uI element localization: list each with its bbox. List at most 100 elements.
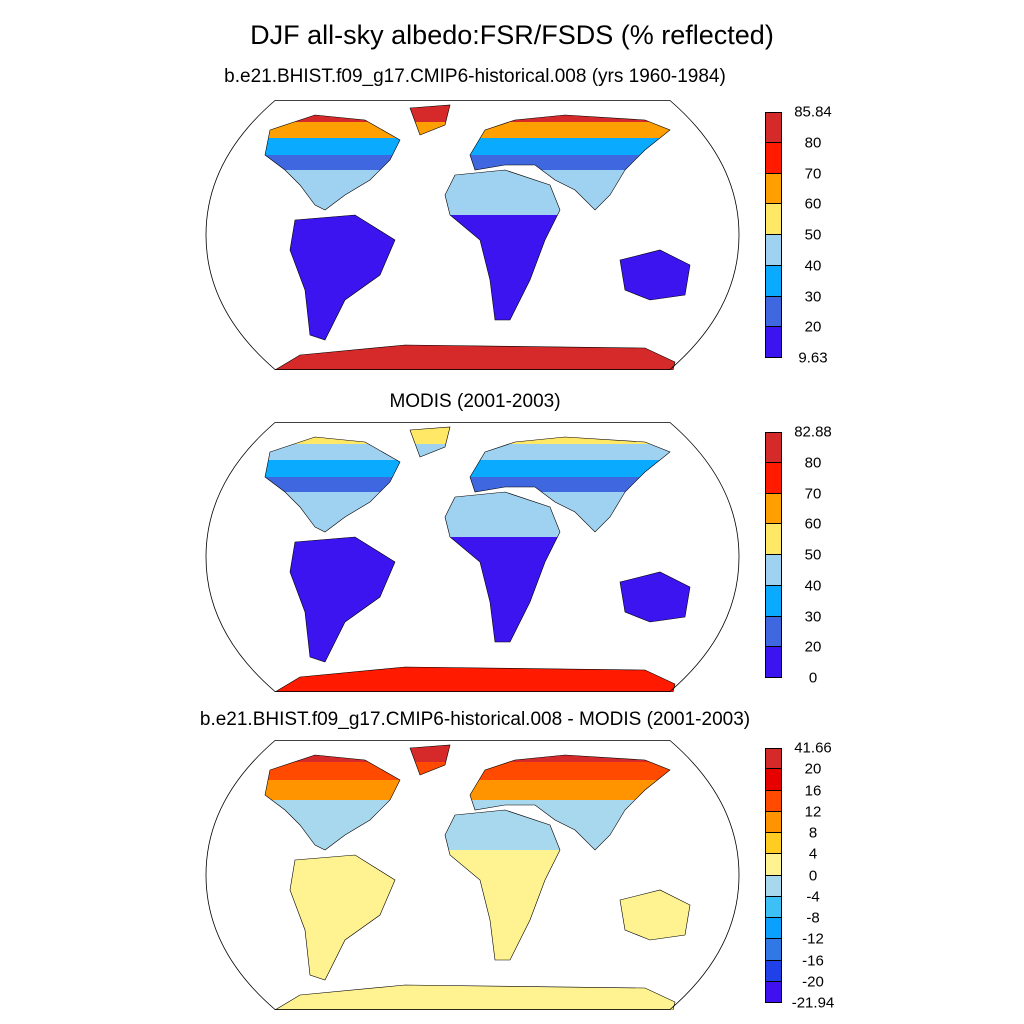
colorbar-1 [765, 112, 782, 358]
coastline-greenland [409, 426, 451, 458]
coastline-south-america [289, 854, 396, 981]
value-band [265, 780, 690, 800]
colorbar-bin [765, 524, 782, 555]
colorbar-bin [765, 811, 782, 833]
colorbar-bin [765, 112, 782, 143]
colorbar-label: 30 [804, 288, 822, 305]
colorbar-label: 20 [804, 760, 822, 778]
colorbar-label: 82.88 [794, 423, 832, 441]
colorbar-bin [765, 265, 782, 297]
colorbar-label: 4 [808, 845, 818, 863]
figure-title: DJF all-sky albedo:FSR/FSDS (% reflected… [250, 20, 774, 50]
map-boundary [205, 100, 740, 370]
colorbar-label: 9.63 [798, 349, 828, 367]
colorbar-bin [765, 960, 782, 982]
colorbar-label: 70 [804, 485, 822, 502]
map-panel-3 [205, 740, 740, 1010]
colorbar-label: 30 [804, 608, 822, 625]
colorbar-label: -8 [806, 909, 820, 927]
colorbar-bin [765, 918, 782, 940]
colorbar-bin [765, 585, 782, 617]
value-band [265, 492, 690, 537]
coastline-south-america [289, 214, 396, 341]
colorbar-label: 12 [804, 803, 822, 821]
value-band [265, 460, 690, 477]
colorbar-bin [765, 235, 782, 266]
colorbar-bin [765, 173, 782, 205]
colorbar-bin [765, 854, 782, 876]
colorbar-bin [765, 493, 782, 525]
colorbar-label: 60 [804, 195, 822, 213]
colorbar-bin [765, 432, 782, 463]
colorbar-bin [765, 204, 782, 235]
coastline-south-america [289, 536, 396, 663]
colorbar-label: 20 [804, 638, 822, 656]
colorbar-2 [765, 432, 782, 678]
colorbar-label: -12 [802, 930, 824, 948]
coastline-eurasia [469, 114, 671, 211]
value-band [265, 745, 690, 762]
colorbar-bin [765, 833, 782, 855]
colorbar-3 [765, 748, 782, 1003]
colorbar-label: 60 [804, 515, 822, 533]
value-band [265, 800, 690, 850]
colorbar-bin [765, 875, 782, 897]
colorbar-label: 0 [808, 867, 818, 884]
colorbar-bin [765, 939, 782, 961]
colorbar-label: -16 [802, 952, 824, 969]
coastline-australia [619, 571, 691, 623]
map-panel-2 [205, 422, 740, 692]
colorbar-label: 80 [804, 134, 822, 152]
coastline-eurasia [469, 754, 671, 851]
panel-2-title: MODIS (2001-2003) [389, 391, 561, 412]
colorbar-label: 20 [804, 318, 822, 336]
value-band [265, 427, 690, 444]
coastline-antarctica [274, 344, 676, 370]
colorbar-label: 16 [804, 782, 822, 799]
colorbar-label: 0 [808, 669, 818, 687]
colorbar-label: 50 [804, 226, 822, 244]
colorbar-bin [765, 296, 782, 328]
colorbar-bin [765, 981, 782, 1003]
colorbar-bin [765, 616, 782, 648]
colorbar-bin [765, 647, 782, 678]
value-band [265, 444, 690, 460]
coastline-africa [444, 169, 561, 321]
colorbar-label: 70 [804, 165, 822, 182]
colorbar-label: -20 [802, 973, 824, 991]
colorbar-label: -21.94 [791, 994, 835, 1012]
colorbar-label: 8 [808, 824, 818, 842]
colorbar-label: 40 [804, 577, 822, 595]
value-band [265, 105, 690, 122]
colorbar-label: 80 [804, 454, 822, 472]
panel-3-title: b.e21.BHIST.f09_g17.CMIP6-historical.008… [199, 709, 751, 730]
colorbar-label: 85.84 [794, 103, 832, 121]
colorbar-bin [765, 769, 782, 791]
colorbar-label: 41.66 [794, 739, 832, 757]
map-panel-1 [205, 100, 740, 370]
colorbar-bin [765, 142, 782, 174]
colorbar-label: 50 [804, 546, 822, 564]
panel-1-title: b.e21.BHIST.f09_g17.CMIP6-historical.008… [224, 66, 726, 87]
coastline-australia [619, 249, 691, 301]
value-band [265, 477, 690, 492]
value-band [265, 138, 690, 155]
coastline-africa [444, 491, 561, 643]
colorbar-bin [765, 462, 782, 494]
colorbar-bin [765, 748, 782, 770]
coastline-north-america [264, 754, 401, 851]
value-band [265, 170, 690, 215]
colorbar-bin [765, 790, 782, 812]
colorbar-label: 40 [804, 257, 822, 275]
coastline-australia [619, 889, 691, 941]
colorbar-label: -4 [806, 888, 820, 906]
value-band [265, 122, 690, 138]
coastline-antarctica [274, 666, 676, 692]
value-band [265, 155, 690, 170]
coastline-north-america [264, 114, 401, 211]
coastline-eurasia [469, 436, 671, 533]
coastline-africa [444, 809, 561, 961]
coastline-greenland [409, 104, 451, 136]
colorbar-bin [765, 555, 782, 586]
coastline-greenland [409, 744, 451, 776]
